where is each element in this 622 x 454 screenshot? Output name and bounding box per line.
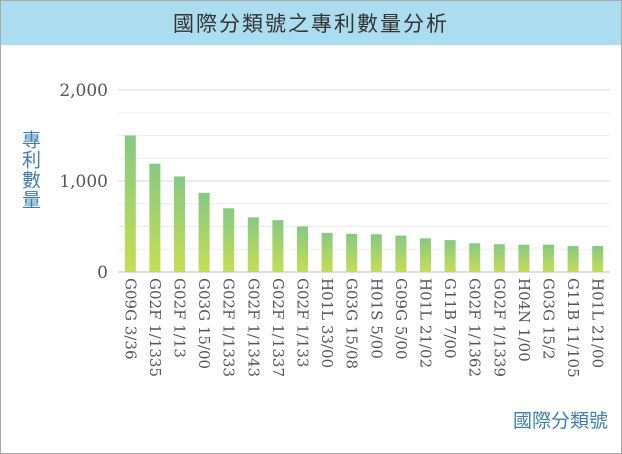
bar — [124, 135, 136, 272]
x-tick-label: G02F 1/1339 — [490, 278, 508, 377]
bar — [469, 243, 481, 272]
bar — [198, 192, 210, 272]
x-tick-label: G11B 7/00 — [441, 278, 459, 359]
x-tick-label: G02F 1/1333 — [220, 278, 238, 377]
bar — [518, 244, 530, 272]
x-tick-label: H01L 21/00 — [589, 278, 607, 368]
x-tick-label: G02F 1/13 — [171, 278, 189, 358]
x-tick-label: G02F 1/133 — [294, 278, 312, 367]
x-tick-label: G02F 1/1362 — [466, 278, 484, 377]
x-tick-label: H01L 21/02 — [417, 278, 435, 368]
bar — [223, 208, 235, 272]
bar — [543, 244, 554, 272]
x-tick-label: G09G 5/00 — [392, 278, 410, 360]
x-tick-label: G02F 1/1337 — [269, 278, 287, 377]
bar — [272, 220, 284, 272]
x-tick-label: G11B 11/105 — [564, 278, 582, 378]
bar — [592, 246, 604, 272]
x-tick-label: H01L 33/00 — [318, 278, 336, 368]
x-tick-label: G03G 15/2 — [540, 278, 558, 360]
bar — [297, 226, 308, 272]
bar — [247, 217, 259, 272]
chart-title: 國際分類號之專利數量分析 — [173, 12, 449, 36]
bar — [149, 163, 161, 272]
bar — [174, 176, 185, 272]
y-tick-label: 0 — [97, 263, 108, 283]
bar — [321, 232, 333, 272]
x-tick-label: H04N 1/00 — [515, 278, 533, 362]
bar — [370, 234, 382, 272]
x-tick-label: H01S 5/00 — [367, 278, 385, 359]
title-bar: 國際分類號之專利數量分析 — [1, 1, 621, 45]
x-tick-label: G03G 15/00 — [195, 278, 213, 369]
bar — [444, 240, 456, 272]
x-tick-label: G02F 1/1335 — [146, 278, 164, 377]
x-axis-label: 國際分類號 — [512, 410, 608, 432]
x-tick-label: G09G 3/36 — [121, 278, 139, 360]
bar — [420, 238, 431, 272]
bar — [395, 235, 407, 272]
bar — [567, 246, 579, 272]
bar — [346, 233, 358, 272]
y-axis-label: 專利數量 — [19, 130, 41, 210]
x-tick-label: G03G 15/08 — [343, 278, 361, 369]
y-tick-label: 2,000 — [59, 81, 108, 101]
x-tick-label: G02F 1/1343 — [244, 278, 262, 377]
y-tick-label: 1,000 — [59, 172, 108, 192]
bar — [493, 244, 505, 272]
